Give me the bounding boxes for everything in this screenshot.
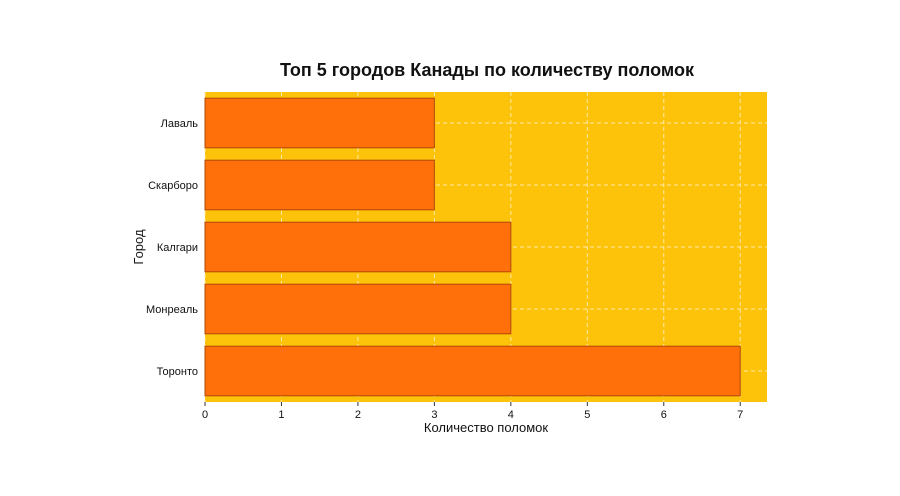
y-tick-labels: Лаваль Скарборо Калгари Монреаль Торонто (146, 118, 198, 378)
x-tick-labels: 0 1 2 3 4 5 6 7 (202, 402, 743, 421)
x-tick-label-0: 0 (202, 409, 208, 421)
x-tick-label-3: 3 (431, 409, 437, 421)
x-tick-label-7: 7 (737, 409, 743, 421)
y-tick-label-1: Скарборо (148, 180, 198, 192)
y-axis-label: Город (131, 229, 146, 265)
x-tick-label-1: 1 (278, 409, 284, 421)
chart-title: Топ 5 городов Канады по количеству полом… (280, 60, 695, 80)
bar-2 (204, 221, 512, 273)
bar-1 (204, 159, 435, 211)
y-tick-label-3: Монреаль (146, 304, 198, 316)
x-tick-label-6: 6 (661, 409, 667, 421)
x-tick-label-4: 4 (508, 409, 514, 421)
y-tick-label-0: Лаваль (161, 118, 199, 130)
y-tick-label-2: Калгари (157, 242, 198, 254)
x-tick-label-2: 2 (355, 409, 361, 421)
bars (204, 97, 741, 397)
bar-0 (204, 97, 435, 149)
bar-4 (204, 345, 741, 397)
bar-3 (204, 283, 512, 335)
x-axis-label: Количество поломок (424, 420, 549, 435)
y-tick-label-4: Торонто (157, 366, 198, 378)
x-tick-label-5: 5 (584, 409, 590, 421)
